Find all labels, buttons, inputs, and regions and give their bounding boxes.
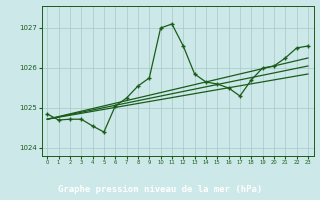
Text: Graphe pression niveau de la mer (hPa): Graphe pression niveau de la mer (hPa) [58, 185, 262, 194]
